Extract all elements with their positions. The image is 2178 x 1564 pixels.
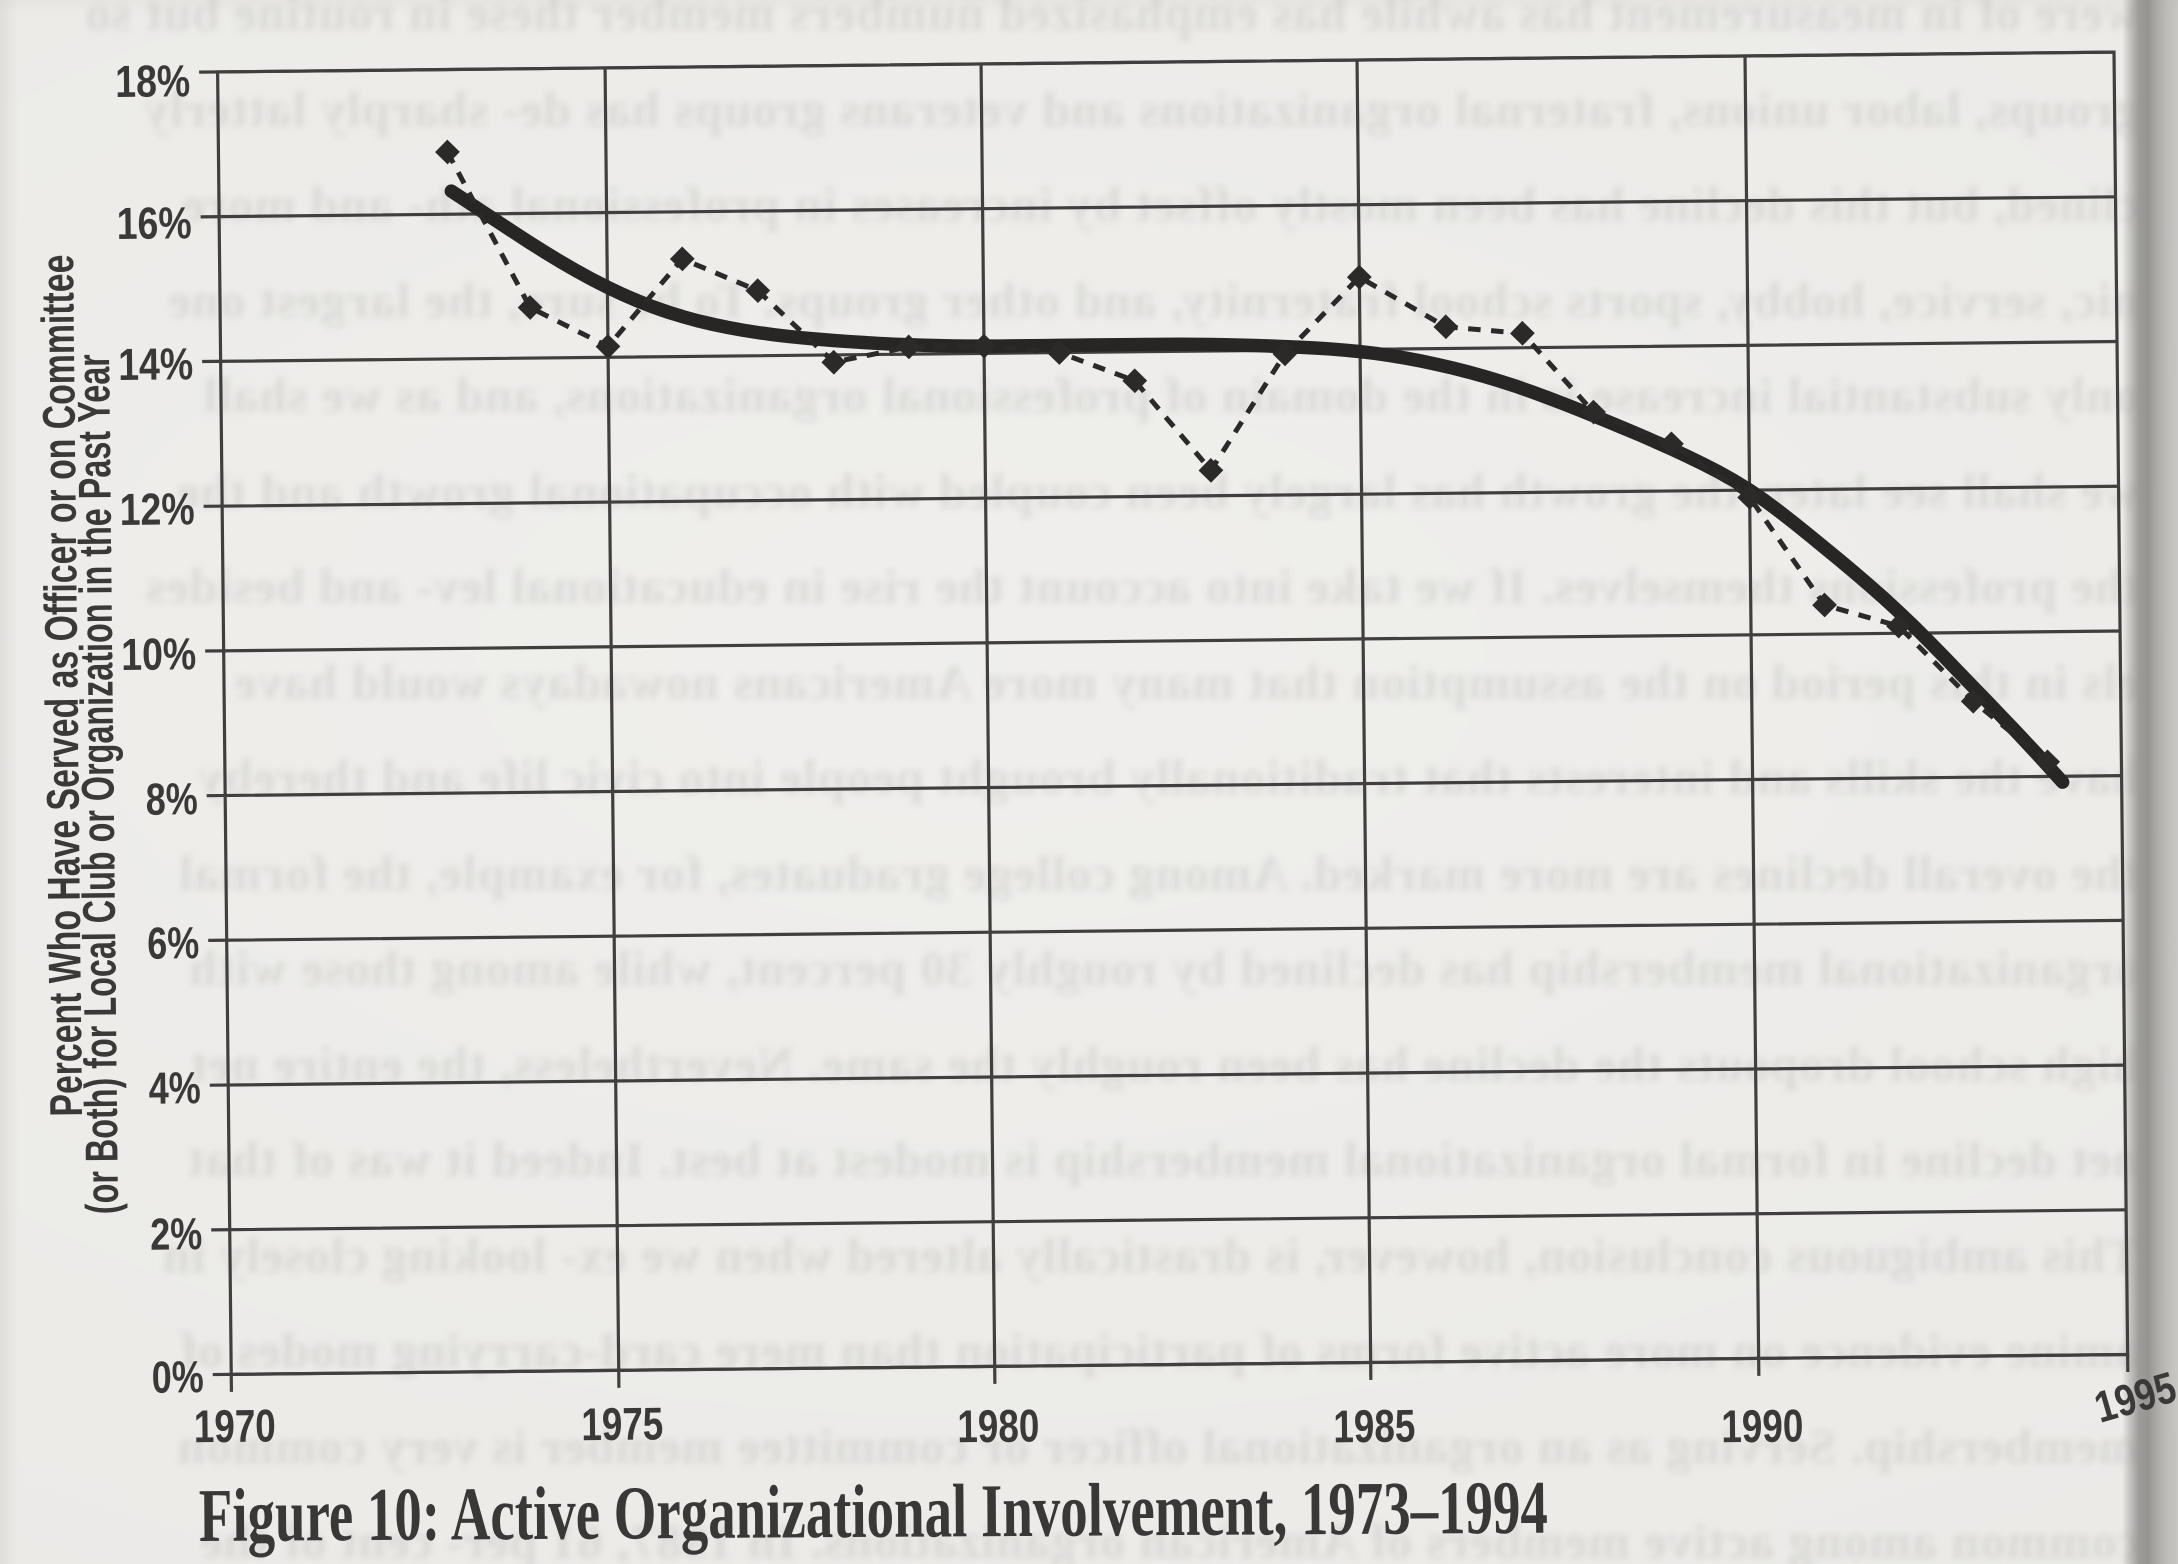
svg-text:16%: 16%	[116, 197, 192, 249]
svg-text:12%: 12%	[119, 483, 195, 535]
svg-text:18%: 18%	[115, 55, 191, 107]
svg-text:4%: 4%	[148, 1062, 201, 1114]
svg-text:2%: 2%	[150, 1208, 203, 1260]
svg-text:10%: 10%	[121, 628, 197, 680]
svg-text:(or Both) for Local Club or O: (or Both) for Local Club or Organization…	[67, 354, 128, 1215]
svg-text:8%: 8%	[145, 773, 198, 825]
svg-text:1975: 1975	[581, 1397, 664, 1450]
svg-text:1980: 1980	[957, 1399, 1040, 1452]
svg-text:0%: 0%	[151, 1351, 204, 1403]
svg-text:1995: 1995	[2089, 1363, 2178, 1433]
svg-text:1970: 1970	[194, 1399, 277, 1452]
svg-text:6%: 6%	[147, 917, 200, 969]
svg-text:Figure 10: Active Organization: Figure 10: Active Organizational Involve…	[199, 1466, 1548, 1558]
svg-text:14%: 14%	[118, 338, 194, 390]
svg-text:Percent Who Have Served as Off: Percent Who Have Served as Officer or on…	[31, 254, 92, 1116]
svg-text:1990: 1990	[1721, 1399, 1804, 1452]
svg-text:1985: 1985	[1333, 1399, 1416, 1452]
